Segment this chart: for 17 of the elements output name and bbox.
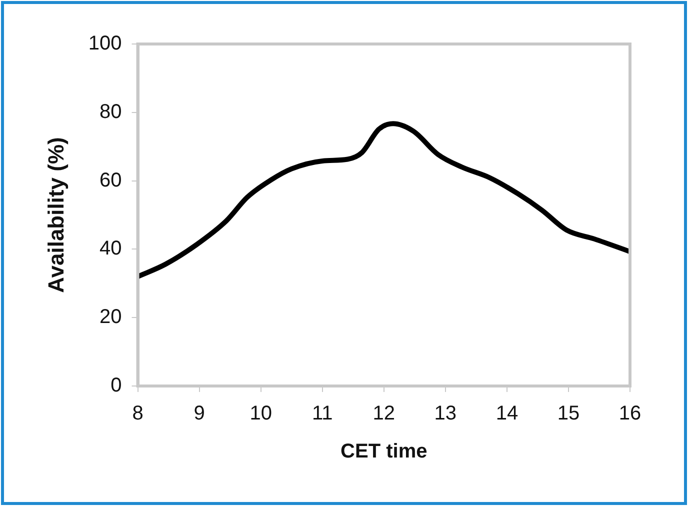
x-tick-label: 9 [194,402,205,425]
x-tick-label: 16 [618,402,642,425]
y-tick-label: 0 [110,374,122,397]
x-tick-label: 8 [132,402,144,425]
y-tick-label: 40 [100,238,122,260]
x-tick-label: 15 [557,402,580,425]
x-tick-label: 14 [496,402,518,425]
x-axis-title: CET time [340,440,428,463]
y-tick-label: 20 [100,306,122,328]
x-tick-label: 11 [312,402,333,425]
x-tick-label: 10 [250,402,272,425]
y-tick-label: 80 [100,100,122,123]
y-tick-label: 60 [100,169,122,192]
x-tick-label: 12 [372,402,396,425]
y-tick-label: 100 [88,32,122,55]
x-tick-label: 13 [434,402,457,425]
y-axis-title: Availability (%) [43,137,68,293]
